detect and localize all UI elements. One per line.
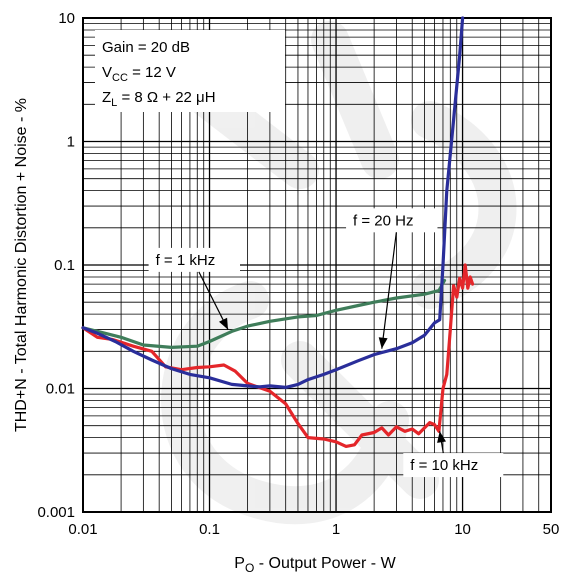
y-tick-label: 10	[58, 10, 75, 27]
series-layer	[81, 16, 475, 448]
y-tick-label: 0.1	[54, 257, 75, 274]
y-tick-label: 0.01	[46, 381, 75, 398]
annotation-arrowhead-f20hz	[378, 337, 388, 349]
conditions-box: Gain = 20 dB VCC = 12 V ZL = 8 Ω + 22 μH	[95, 30, 285, 112]
condition-zl: ZL = 8 Ω + 22 μH	[102, 89, 216, 109]
x-tick-label: 1	[332, 521, 340, 538]
annotation-arrowhead-f1khz	[219, 317, 228, 330]
x-tick-label: 50	[543, 521, 560, 538]
conditions-box-bg	[95, 30, 285, 112]
annotation-box-f10khz	[403, 453, 504, 478]
series-line-f1khz	[81, 278, 447, 349]
y-tick-label: 1	[67, 134, 75, 151]
annotation-arrow-f20hz	[381, 232, 397, 349]
condition-vcc: VCC = 12 V	[102, 64, 176, 84]
x-tick-label: 10	[454, 521, 471, 538]
annotation-layer: f = 1 kHz f = 20 Hz f = 10 kHz	[148, 208, 504, 478]
y-tick-label: 0.001	[37, 504, 75, 521]
x-axis-label: PO - Output Power - W	[234, 555, 396, 575]
condition-gain: Gain = 20 dB	[102, 39, 190, 56]
series-label-f1khz: f = 1 kHz	[156, 252, 216, 269]
annotation-arrowhead-f10khz	[437, 431, 446, 443]
x-tick-label: 0.01	[68, 521, 97, 538]
x-tick-label: 0.1	[199, 521, 220, 538]
plot-frame	[82, 17, 552, 513]
annotation-box-f1khz	[148, 247, 241, 272]
series-line-f10khz	[81, 263, 475, 448]
annotation-box-f20hz	[346, 208, 438, 233]
series-label-f20hz: f = 20 Hz	[353, 212, 413, 229]
series-label-f10khz: f = 10 kHz	[410, 457, 478, 474]
y-axis-label: THD+N - Total Harmonic Distortion + Nois…	[13, 98, 30, 432]
series-line-f20hz	[81, 16, 465, 389]
